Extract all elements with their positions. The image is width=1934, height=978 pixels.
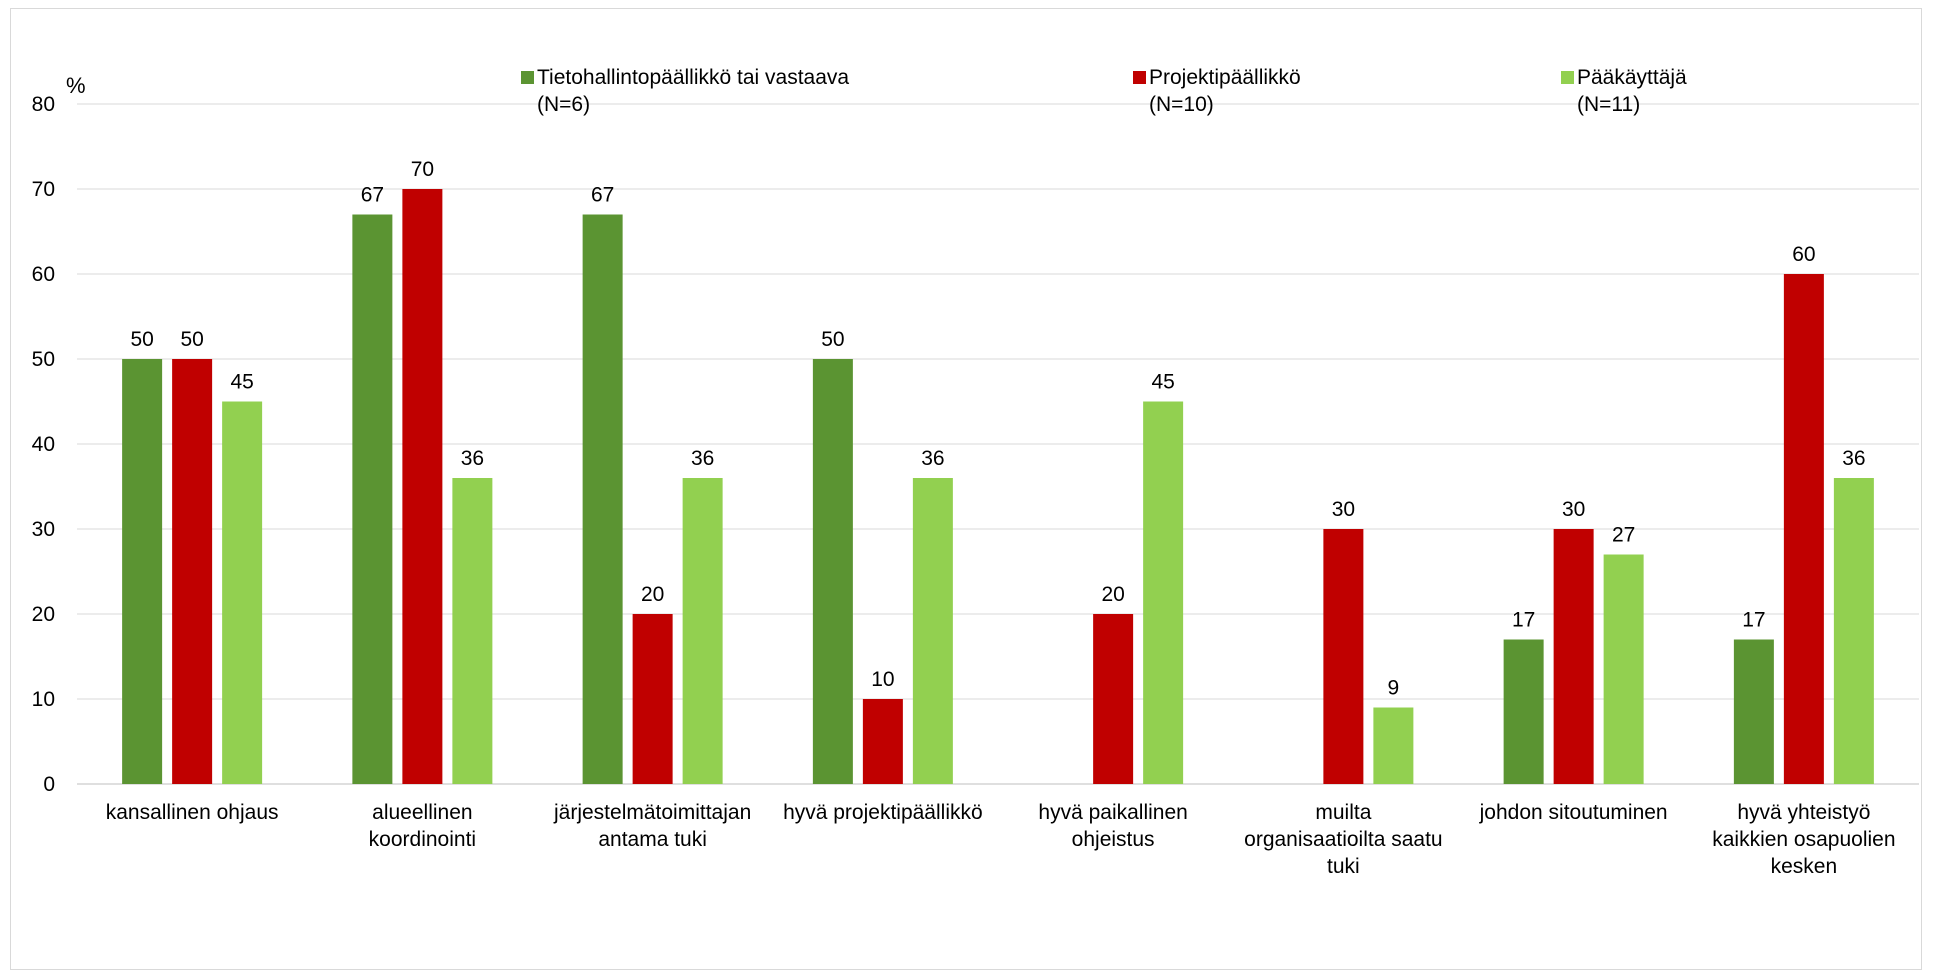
legend-swatch xyxy=(1133,71,1146,84)
bar xyxy=(1093,614,1134,784)
bar xyxy=(812,359,853,784)
data-label: 10 xyxy=(871,668,894,691)
y-axis: 0 10 20 30 40 50 60 70 80 xyxy=(32,93,55,796)
data-labels: 50 50 45 67 70 36 67 20 36 50 10 36 20 45 30 9 17 30 27 17 6… xyxy=(130,158,1865,700)
legend-label: Tietohallintopäällikkö tai vastaava xyxy=(537,66,849,89)
legend-item: Tietohallintopäällikkö tai vastaava (N=6) xyxy=(521,66,849,116)
x-tick-label: hyvä projektipäällikkö xyxy=(783,801,983,824)
data-label: 36 xyxy=(691,447,714,470)
bar xyxy=(122,359,163,784)
data-label: 30 xyxy=(1332,498,1355,521)
data-label: 60 xyxy=(1792,243,1815,266)
x-tick-label: hyvä paikallinen ohjeistus xyxy=(1038,801,1187,851)
bar xyxy=(452,478,493,784)
x-tick-label: muilta organisaatioilta saatu tuki xyxy=(1244,801,1442,878)
bar xyxy=(1143,401,1184,784)
legend: Tietohallintopäällikkö tai vastaava (N=6)… xyxy=(521,66,1687,116)
x-tick-label: järjestelmätoimittajan antama tuki xyxy=(553,801,751,851)
bar xyxy=(682,478,723,784)
y-tick-label: 10 xyxy=(32,688,55,711)
data-label: 45 xyxy=(1151,371,1174,394)
x-tick-label: alueellinen koordinointi xyxy=(369,801,476,851)
y-tick-label: 70 xyxy=(32,178,55,201)
bar xyxy=(1323,529,1364,784)
bar xyxy=(1373,707,1414,784)
bar xyxy=(632,614,673,784)
data-label: 50 xyxy=(180,328,203,351)
x-tick-label: johdon sitoutuminen xyxy=(1479,801,1668,824)
bar xyxy=(862,699,903,784)
legend-swatch xyxy=(521,71,534,84)
data-label: 50 xyxy=(821,328,844,351)
data-label: 17 xyxy=(1742,609,1765,632)
data-label: 9 xyxy=(1388,677,1400,700)
data-label: 50 xyxy=(130,328,153,351)
data-label: 45 xyxy=(230,371,253,394)
legend-item: Projektipäällikkö (N=10) xyxy=(1133,66,1301,116)
data-label: 70 xyxy=(411,158,434,181)
data-label: 36 xyxy=(921,447,944,470)
legend-label: Pääkäyttäjä xyxy=(1577,66,1687,89)
legend-n: (N=11) xyxy=(1577,93,1640,116)
y-tick-label: 30 xyxy=(32,518,55,541)
legend-n: (N=10) xyxy=(1149,93,1214,116)
bars xyxy=(122,189,1874,784)
data-label: 20 xyxy=(1101,583,1124,606)
y-tick-label: 20 xyxy=(32,603,55,626)
data-label: 30 xyxy=(1562,498,1585,521)
data-label: 20 xyxy=(641,583,664,606)
bar xyxy=(912,478,953,784)
bar xyxy=(1553,529,1594,784)
data-label: 27 xyxy=(1612,524,1635,547)
y-tick-label: 80 xyxy=(32,93,55,116)
data-label: 67 xyxy=(591,184,614,207)
y-tick-label: 40 xyxy=(32,433,55,456)
chart-frame: 0 10 20 30 40 50 60 70 80 % 50 50 45 67 70 36 67 20 36 50… xyxy=(10,8,1922,970)
bar xyxy=(582,214,623,784)
x-tick-label: kansallinen ohjaus xyxy=(106,801,279,824)
y-tick-label: 0 xyxy=(43,773,55,796)
bar xyxy=(1833,478,1874,784)
bar xyxy=(402,189,443,784)
legend-swatch xyxy=(1561,71,1574,84)
legend-n: (N=6) xyxy=(537,93,590,116)
legend-label: Projektipäällikkö xyxy=(1149,66,1301,89)
bar xyxy=(172,359,213,784)
y-tick-label: 60 xyxy=(32,263,55,286)
bar xyxy=(352,214,393,784)
bar xyxy=(1603,554,1644,784)
data-label: 36 xyxy=(461,447,484,470)
data-label: 67 xyxy=(361,184,384,207)
y-tick-label: 50 xyxy=(32,348,55,371)
bar xyxy=(222,401,263,784)
bar xyxy=(1783,274,1824,784)
bar xyxy=(1503,639,1544,784)
category-labels: kansallinen ohjaus alueellinen koordinoint… xyxy=(106,801,1896,878)
x-tick-label: hyvä yhteistyö kaikkien osapuolien kesken xyxy=(1712,801,1895,878)
y-axis-label: % xyxy=(66,73,86,98)
data-label: 17 xyxy=(1512,609,1535,632)
bar xyxy=(1733,639,1774,784)
legend-item: Pääkäyttäjä (N=11) xyxy=(1561,66,1687,116)
data-label: 36 xyxy=(1842,447,1865,470)
